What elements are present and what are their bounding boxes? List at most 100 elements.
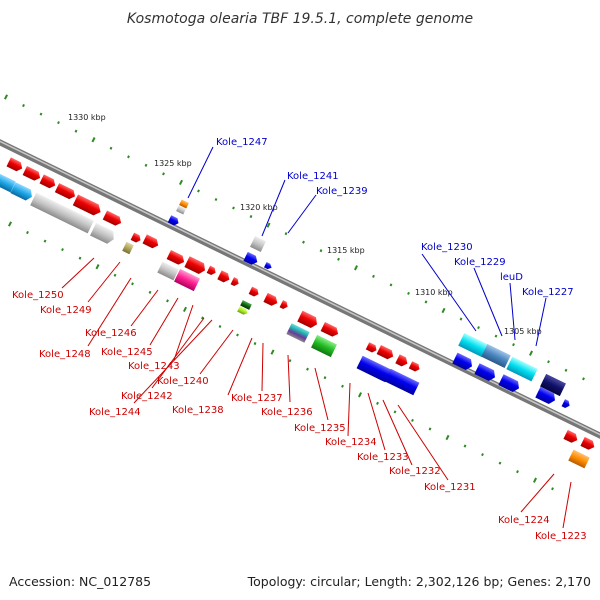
gene-arrow[interactable] xyxy=(320,321,341,338)
gene-arrow[interactable] xyxy=(157,261,179,281)
gene-arrow[interactable] xyxy=(376,344,396,361)
gene-arrow[interactable] xyxy=(230,277,241,287)
gene-label[interactable]: Kole_1248 xyxy=(39,349,91,360)
gene-arrow[interactable] xyxy=(72,194,103,217)
gene-arrow[interactable] xyxy=(166,249,187,266)
gene-arrow[interactable] xyxy=(452,352,474,372)
gene-arrow[interactable] xyxy=(506,356,538,382)
tick-mark xyxy=(113,273,117,277)
gene-label[interactable]: Kole_1231 xyxy=(424,482,476,493)
gene-label[interactable]: leuD xyxy=(500,272,523,283)
gene-arrow[interactable] xyxy=(39,174,58,190)
gene-label[interactable]: Kole_1227 xyxy=(522,287,574,298)
tick-mark xyxy=(95,264,100,270)
tick-mark xyxy=(529,350,533,356)
gene-arrow[interactable] xyxy=(561,399,572,409)
gene-label[interactable]: Kole_1247 xyxy=(216,137,268,148)
gene-label[interactable]: Kole_1239 xyxy=(316,186,368,197)
tick-mark xyxy=(236,333,239,337)
gene-arrow[interactable] xyxy=(217,270,231,284)
accession-text: Accession: NC_012785 xyxy=(9,574,151,589)
gene-arrow[interactable] xyxy=(263,292,279,308)
gene-arrow[interactable] xyxy=(54,183,77,201)
tick-1325-label: 1325 kbp xyxy=(154,159,192,168)
gene-arrow[interactable] xyxy=(122,241,134,255)
gene-arrow[interactable] xyxy=(206,265,218,277)
gene-arrow[interactable] xyxy=(408,361,421,373)
gene-arrow[interactable] xyxy=(535,386,557,406)
gene-arrow[interactable] xyxy=(498,374,521,394)
tick-1305-label: 1305 kbp xyxy=(504,327,542,336)
gene-label[interactable]: Kole_1243 xyxy=(128,361,180,372)
gene-arrow[interactable] xyxy=(130,232,143,244)
gene-arrow[interactable] xyxy=(297,310,319,330)
tick-mark xyxy=(445,434,450,441)
tick-mark xyxy=(131,282,134,286)
gene-arrow[interactable] xyxy=(384,368,420,396)
gene-arrow[interactable] xyxy=(240,300,252,310)
gene-arrow[interactable] xyxy=(10,182,34,202)
tick-mark xyxy=(463,444,467,448)
gene-arrow[interactable] xyxy=(22,165,43,182)
gene-arrow[interactable] xyxy=(263,261,273,270)
gene-label[interactable]: Kole_1236 xyxy=(261,407,313,418)
gene-arrow[interactable] xyxy=(243,251,259,267)
gene-arrow[interactable] xyxy=(286,323,310,343)
leader-line xyxy=(520,473,555,513)
gene-label[interactable]: Kole_1223 xyxy=(535,531,587,542)
gene-label[interactable]: Kole_1237 xyxy=(231,393,283,404)
gene-arrow[interactable] xyxy=(142,234,161,250)
gene-arrow[interactable] xyxy=(279,300,290,310)
gene-arrow[interactable] xyxy=(237,306,249,316)
gene-arrow[interactable] xyxy=(176,205,186,215)
gene-label[interactable]: Kole_1230 xyxy=(421,242,473,253)
leader-line xyxy=(173,304,194,361)
gene-arrow[interactable] xyxy=(30,192,94,234)
gene-arrow[interactable] xyxy=(395,354,409,368)
gene-arrow[interactable] xyxy=(563,429,579,445)
leader-line xyxy=(397,404,449,481)
gene-label[interactable]: Kole_1224 xyxy=(498,515,550,526)
gene-label[interactable]: Kole_1244 xyxy=(89,407,141,418)
gene-arrow[interactable] xyxy=(311,334,337,358)
gene-label[interactable]: Kole_1250 xyxy=(12,290,64,301)
kbp-scale: 1330 kbp 1325 kbp 1320 kbp 1315 kbp 1310… xyxy=(68,113,542,336)
gene-arrow[interactable] xyxy=(179,199,189,209)
gene-label[interactable]: Kole_1245 xyxy=(101,347,153,358)
gene-arrow[interactable] xyxy=(249,235,267,253)
gene-label[interactable]: Kole_1233 xyxy=(357,452,409,463)
tick-mark xyxy=(323,376,327,380)
gene-arrow[interactable] xyxy=(248,286,261,298)
lower-labels: Kole_1250 Kole_1249 Kole_1246 Kole_1248 … xyxy=(12,290,587,542)
tick-mark xyxy=(253,342,257,346)
gene-arrow[interactable] xyxy=(184,256,207,276)
gene-arrow[interactable] xyxy=(474,363,497,383)
gene-arrow[interactable] xyxy=(174,268,200,292)
gene-label[interactable]: Kole_1229 xyxy=(454,257,506,268)
gene-label[interactable]: Kole_1238 xyxy=(172,405,224,416)
gene-arrow[interactable] xyxy=(458,333,488,357)
gene-label[interactable]: Kole_1232 xyxy=(389,466,441,477)
leader-line xyxy=(562,481,572,529)
gene-arrow[interactable] xyxy=(0,173,16,193)
gene-arrow[interactable] xyxy=(102,210,124,228)
gene-label[interactable]: Kole_1235 xyxy=(294,423,346,434)
gene-arrow[interactable] xyxy=(481,344,511,368)
gene-label[interactable]: Kole_1234 xyxy=(325,437,377,448)
gene-arrow[interactable] xyxy=(365,342,378,354)
gene-arrow[interactable] xyxy=(540,373,566,397)
gene-arrow[interactable] xyxy=(580,436,596,452)
gene-arrow[interactable] xyxy=(356,355,392,383)
gene-arrow[interactable] xyxy=(90,222,117,246)
gene-label[interactable]: Kole_1249 xyxy=(40,305,92,316)
gene-arrow[interactable] xyxy=(6,157,25,173)
gene-label[interactable]: Kole_1241 xyxy=(287,171,339,182)
gene-label[interactable]: Kole_1242 xyxy=(121,391,173,402)
gene-label[interactable]: Kole_1246 xyxy=(85,328,137,339)
gene-arrow[interactable] xyxy=(167,215,180,227)
tick-mark xyxy=(306,367,309,371)
gene-label[interactable]: Kole_1240 xyxy=(157,376,209,387)
tick-mark xyxy=(477,326,480,330)
gene-arrow[interactable] xyxy=(568,449,590,469)
